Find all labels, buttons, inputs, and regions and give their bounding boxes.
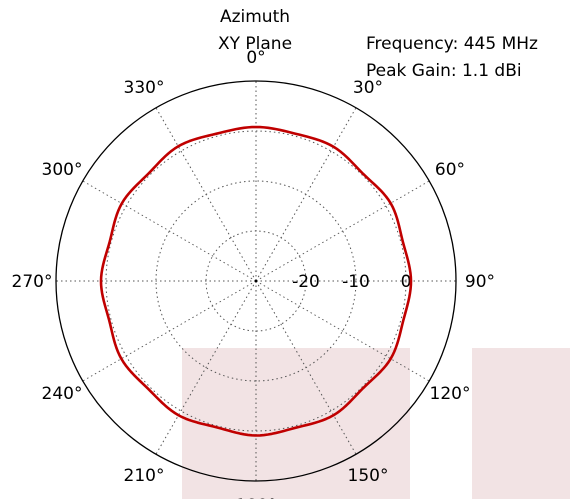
- chart-title: Azimuth XY Plane: [155, 4, 355, 58]
- angle-tick-label-4: 120°: [430, 384, 471, 404]
- pattern-data-point: [147, 388, 149, 390]
- radial-tick-label-2: 0: [401, 272, 412, 292]
- angle-tick-label-3: 90°: [465, 272, 495, 292]
- angular-grid-line-7: [155, 280, 257, 455]
- pattern-data-point: [332, 414, 335, 417]
- pattern-data-point: [255, 434, 257, 437]
- angle-tick-label-1: 30°: [353, 78, 383, 98]
- angle-tick-label-2: 60°: [435, 160, 465, 180]
- info-annotation: Frequency: 445 MHz Peak Gain: 1.1 dBi: [366, 31, 538, 85]
- angle-tick-label-9: 270°: [12, 272, 53, 292]
- overlay-box-1: [182, 348, 410, 499]
- pattern-data-point: [389, 357, 392, 360]
- polar-center: [254, 279, 258, 283]
- pattern-data-point: [294, 427, 297, 429]
- pattern-data-point: [215, 132, 218, 135]
- angular-grid-line-11: [155, 107, 257, 282]
- pattern-data-point: [402, 240, 404, 243]
- angular-grid-line-2: [255, 180, 430, 282]
- pattern-data-point: [332, 145, 335, 148]
- pattern-data-point: [389, 202, 392, 205]
- pattern-data-point: [362, 173, 364, 175]
- frequency-label: Frequency: 445 MHz: [366, 34, 538, 54]
- angular-grid-line-1: [255, 107, 357, 282]
- pattern-data-point: [362, 387, 364, 389]
- pattern-data-point: [100, 280, 102, 282]
- pattern-data-point: [177, 145, 180, 148]
- angular-grid-line-4: [255, 280, 430, 382]
- pattern-data-point: [255, 126, 257, 128]
- pattern-data-point: [120, 357, 123, 360]
- pattern-data-point: [108, 319, 110, 322]
- angle-tick-label-5: 150°: [348, 466, 389, 486]
- pattern-data-point: [294, 132, 297, 135]
- angle-tick-label-8: 240°: [42, 384, 83, 404]
- angle-tick-label-10: 300°: [42, 160, 83, 180]
- pattern-data-point: [120, 202, 123, 205]
- angle-tick-label-6: 180°: [236, 496, 277, 499]
- angular-grid-line-8: [82, 280, 257, 382]
- pattern-data-point: [177, 414, 180, 417]
- angle-tick-label-7: 210°: [124, 466, 165, 486]
- title-line-1: Azimuth: [219, 7, 291, 27]
- pattern-data-point: [215, 426, 218, 429]
- peak-gain-label: Peak Gain: 1.1 dBi: [366, 61, 522, 81]
- radial-tick-label-1: -10: [342, 272, 370, 292]
- angular-grid-line-5: [255, 280, 357, 455]
- title-line-2: XY Plane: [217, 34, 293, 54]
- pattern-data-point: [108, 240, 111, 243]
- polar-frame: [55, 80, 457, 482]
- overlay-box-2: [472, 348, 570, 499]
- pattern-data-point: [147, 172, 150, 175]
- radial-tick-label-0: -20: [292, 272, 320, 292]
- pattern-data-point: [410, 280, 412, 282]
- pattern-data-point: [402, 319, 405, 322]
- angular-grid-line-10: [82, 180, 257, 282]
- angle-tick-label-11: 330°: [124, 78, 165, 98]
- angle-tick-label-0: 0°: [246, 48, 265, 68]
